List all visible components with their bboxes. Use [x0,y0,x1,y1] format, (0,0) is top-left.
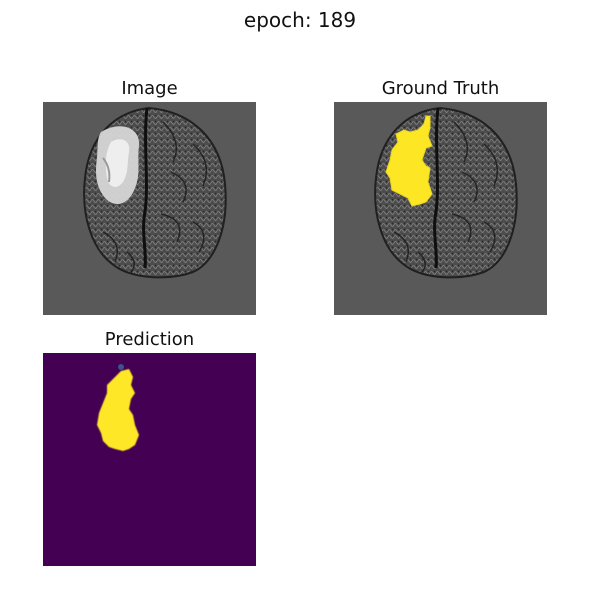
figure-title: epoch: 189 [243,8,357,32]
panel-image [43,102,256,315]
prediction-mask [97,369,139,451]
prediction-outlier [118,364,124,370]
ground-truth-image [334,102,547,315]
panel-title-ground-truth: Ground Truth [381,78,500,99]
panel-title-image: Image [121,78,178,99]
ground-truth-mask [385,115,433,207]
panel-ground-truth [334,102,547,315]
mri-image [43,102,256,315]
panel-title-prediction: Prediction [104,329,195,350]
prediction-image [43,353,256,566]
panel-prediction [43,353,256,566]
